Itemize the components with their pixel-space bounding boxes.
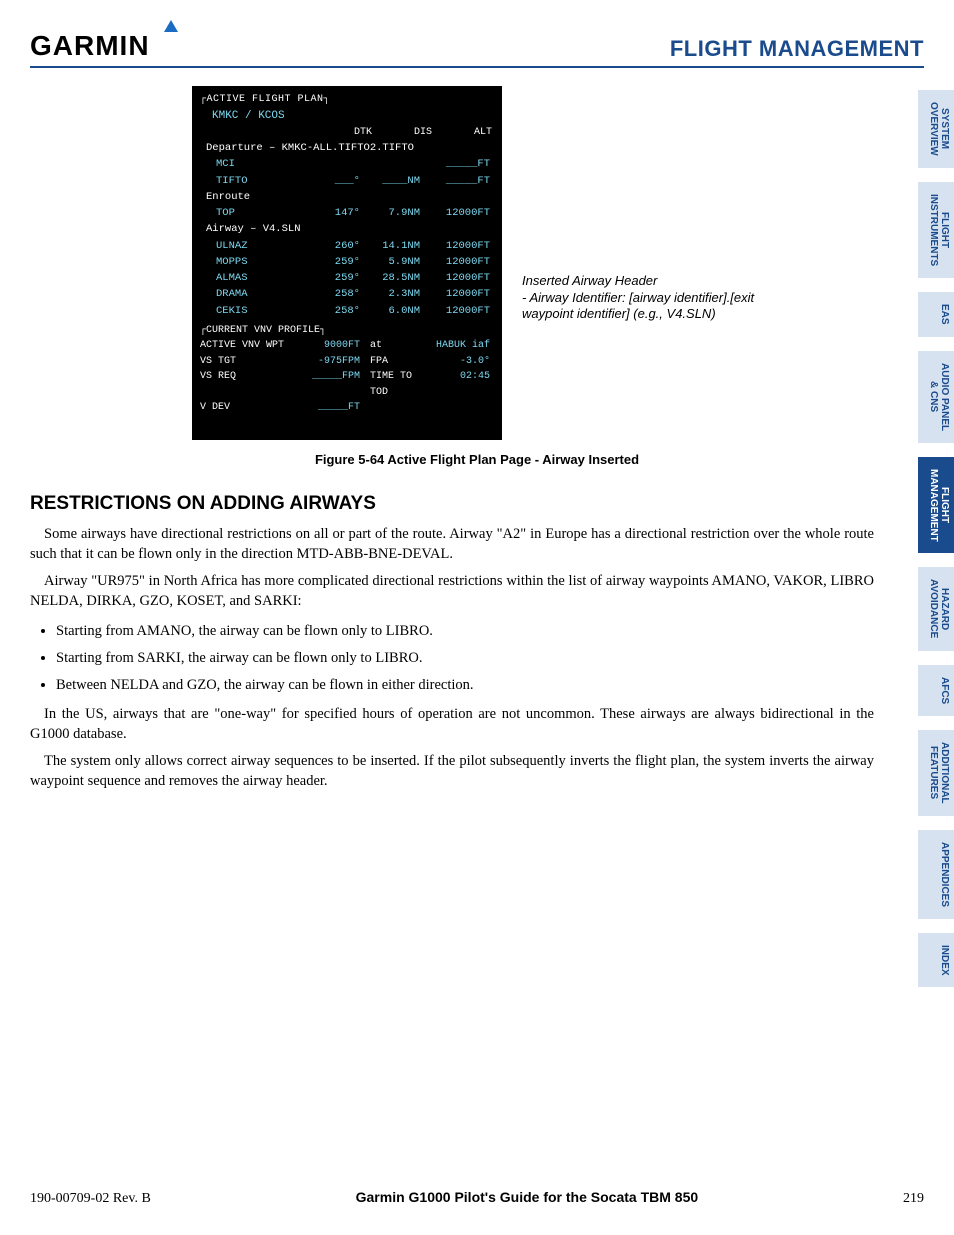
waypoint-row: MCI_____FT	[200, 156, 494, 172]
waypoint-row: DRAMA258°2.3NM12000FT	[200, 286, 494, 302]
waypoint-row: CEKIS258°6.0NM12000FT	[200, 303, 494, 319]
para-4: The system only allows correct airway se…	[30, 752, 874, 791]
waypoint-row: TIFTO___°____NM_____FT	[200, 173, 494, 189]
bullet-list: Starting from AMANO, the airway can be f…	[56, 619, 874, 697]
para-3: In the US, airways that are "one-way" fo…	[30, 705, 874, 744]
vnv-row: VS REQ_____FPMTIME TO TOD02:45	[200, 369, 494, 400]
waypoint-row: MOPPS259°5.9NM12000FT	[200, 254, 494, 270]
chapter-tab[interactable]: EAS	[918, 292, 954, 337]
vnv-row: ACTIVE VNV WPT9000FTatHABUK iaf	[200, 338, 494, 354]
bullet-item: Between NELDA and GZO, the airway can be…	[56, 673, 874, 698]
afp-title: ┌ACTIVE FLIGHT PLAN┐	[200, 92, 494, 108]
chapter-tab[interactable]: FLIGHT MANAGEMENT	[918, 457, 954, 554]
garmin-logo: GARMIN	[30, 30, 150, 62]
chapter-tab[interactable]: AUDIO PANEL & CNS	[918, 351, 954, 443]
route-label: KMKC / KCOS	[212, 108, 494, 125]
top-row: TOP 147° 7.9NM 12000FT	[200, 205, 494, 221]
body-content: RESTRICTIONS ON ADDING AIRWAYS Some airw…	[30, 493, 924, 791]
footer-docnum: 190-00709-02 Rev. B	[30, 1191, 151, 1207]
brand-text: GARMIN	[30, 30, 150, 61]
section-title: FLIGHT MANAGEMENT	[670, 36, 924, 62]
column-headers: DTK DIS ALT	[212, 125, 494, 141]
chapter-tab[interactable]: INDEX	[918, 933, 954, 988]
chapter-tab[interactable]: FLIGHT INSTRUMENTS	[918, 182, 954, 278]
waypoint-row: ULNAZ260°14.1NM12000FT	[200, 238, 494, 254]
airway-label: Airway – V4.SLN	[200, 221, 494, 237]
figure-wrap: ┌ACTIVE FLIGHT PLAN┐ KMKC / KCOS DTK DIS…	[30, 86, 924, 440]
chapter-tab[interactable]: AFCS	[918, 665, 954, 716]
chapter-tabs: SYSTEM OVERVIEW FLIGHT INSTRUMENTS EAS AUDI…	[918, 90, 954, 987]
footer-pagenum: 219	[903, 1191, 924, 1207]
para-2: Airway "UR975" in North Africa has more …	[30, 572, 874, 611]
figure-caption: Figure 5-64 Active Flight Plan Page - Ai…	[30, 452, 924, 467]
logo-triangle-icon	[164, 20, 178, 32]
chapter-tab[interactable]: HAZARD AVOIDANCE	[918, 567, 954, 650]
waypoint-row: ALMAS259°28.5NM12000FT	[200, 270, 494, 286]
departure-line: Departure – KMKC-ALL.TIFTO2.TIFTO	[200, 140, 494, 156]
bullet-item: Starting from AMANO, the airway can be f…	[56, 619, 874, 644]
figure-annotation: Inserted Airway Header - Airway Identifi…	[522, 273, 762, 324]
page-header: GARMIN FLIGHT MANAGEMENT	[30, 30, 924, 68]
vnv-row: VS TGT-975FPMFPA-3.0°	[200, 354, 494, 370]
vnv-title: ┌CURRENT VNV PROFILE┐	[200, 323, 494, 339]
enroute-label: Enroute	[200, 189, 494, 205]
annotation-line2: - Airway Identifier: [airway identifier]…	[522, 290, 762, 324]
chapter-tab[interactable]: SYSTEM OVERVIEW	[918, 90, 954, 168]
restrictions-heading: RESTRICTIONS ON ADDING AIRWAYS	[30, 493, 874, 515]
g1000-display: ┌ACTIVE FLIGHT PLAN┐ KMKC / KCOS DTK DIS…	[192, 86, 502, 440]
chapter-tab[interactable]: APPENDICES	[918, 830, 954, 919]
annotation-line1: Inserted Airway Header	[522, 273, 762, 290]
footer-title: Garmin G1000 Pilot's Guide for the Socat…	[356, 1189, 699, 1205]
para-1: Some airways have directional restrictio…	[30, 525, 874, 564]
page-footer: 190-00709-02 Rev. B Garmin G1000 Pilot's…	[30, 1189, 924, 1207]
vnv-row: V DEV_____FT	[200, 400, 494, 416]
bullet-item: Starting from SARKI, the airway can be f…	[56, 646, 874, 671]
chapter-tab[interactable]: ADDITIONAL FEATURES	[918, 730, 954, 816]
